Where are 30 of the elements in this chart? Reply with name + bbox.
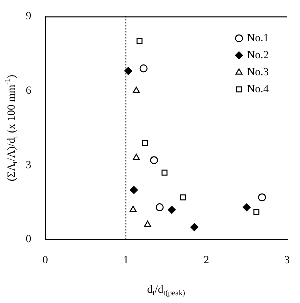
point <box>133 87 140 94</box>
point <box>133 154 140 160</box>
point <box>180 194 186 201</box>
y-tick-label: 9 <box>26 10 32 22</box>
legend-label: No.4 <box>247 83 270 96</box>
point <box>242 204 251 212</box>
x-tick-label: 0 <box>42 254 49 266</box>
x-tick-label: 3 <box>284 254 290 266</box>
legend-label: No.2 <box>247 49 269 62</box>
y-tick-label: 6 <box>26 84 32 97</box>
point <box>150 156 158 164</box>
point <box>142 140 148 146</box>
point <box>258 194 266 202</box>
point <box>168 206 176 214</box>
x-tick-label: 2 <box>204 254 210 266</box>
point <box>140 64 148 73</box>
point <box>130 186 138 194</box>
y-tick-label: 0 <box>26 234 32 246</box>
point <box>130 206 137 212</box>
point <box>162 170 168 176</box>
point <box>254 210 260 216</box>
legend-label: No.3 <box>247 66 270 78</box>
point <box>156 204 164 212</box>
y-tick-label: 3 <box>26 159 32 172</box>
x-tick-label: 1 <box>123 254 129 266</box>
legend-label: No.1 <box>247 32 269 44</box>
point <box>190 223 199 232</box>
point <box>144 220 152 228</box>
point <box>124 67 132 76</box>
point <box>136 38 143 44</box>
